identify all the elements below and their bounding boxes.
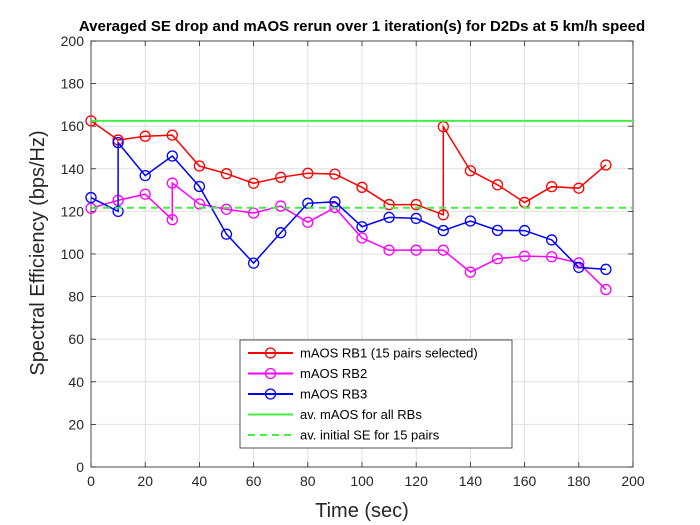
y-tick-label: 80 — [68, 289, 84, 305]
data-point — [410, 244, 422, 256]
series-1 — [85, 115, 612, 221]
legend: mAOS RB1 (15 pairs selected) mAOS RB2 mAOS… — [239, 339, 513, 449]
legend-label: av. mAOS for all RBs — [300, 407, 422, 422]
data-point — [275, 200, 287, 212]
data-point — [139, 169, 151, 182]
data-point — [139, 130, 151, 142]
y-tick-label: 120 — [61, 203, 85, 219]
x-tick-label: 80 — [300, 473, 316, 489]
data-point — [518, 250, 531, 262]
data-point — [383, 211, 395, 224]
legend-label: mAOS RB3 — [300, 387, 367, 402]
data-point — [600, 159, 612, 171]
axes: 0 20 40 60 80 100 120 140 160 180 200 0 20 40 60 80 100 1… — [61, 33, 645, 489]
data-point — [302, 167, 314, 179]
x-tick-label: 60 — [246, 473, 262, 489]
data-point — [302, 216, 314, 228]
y-tick-label: 20 — [68, 416, 84, 432]
data-point — [247, 257, 260, 269]
data-point — [112, 205, 124, 218]
data-point — [600, 263, 612, 275]
x-tick-label: 120 — [405, 473, 429, 489]
data-point — [600, 283, 612, 296]
x-tick-label: 0 — [87, 473, 95, 489]
data-point — [329, 168, 341, 180]
data-point — [383, 244, 395, 256]
series-layer — [85, 115, 633, 296]
data-point — [356, 221, 368, 233]
data-point — [166, 214, 178, 226]
data-point — [437, 224, 449, 237]
y-axis-title: Spectral Efficiency (bps/Hz) — [27, 130, 49, 375]
y-tick-label: 40 — [68, 374, 84, 390]
x-tick-label: 180 — [567, 473, 591, 489]
data-point — [139, 188, 151, 200]
data-point — [437, 209, 449, 221]
data-point — [464, 215, 477, 227]
data-point — [491, 224, 504, 237]
x-axis-title: Time (sec) — [315, 500, 409, 522]
x-tick-label: 100 — [350, 473, 374, 489]
data-point — [546, 234, 558, 246]
data-point — [247, 177, 260, 189]
data-point — [491, 253, 504, 265]
y-tick-label: 0 — [76, 459, 84, 475]
data-point — [356, 232, 368, 244]
y-tick-label: 180 — [61, 76, 85, 92]
x-tick-label: 200 — [621, 473, 645, 489]
series-line — [90, 140, 606, 271]
data-point — [383, 198, 395, 211]
legend-label: av. initial SE for 15 pairs — [300, 428, 440, 443]
data-point — [193, 160, 206, 172]
data-point — [220, 203, 233, 215]
chart-title: Averaged SE drop and mAOS rerun over 1 i… — [79, 18, 645, 35]
x-tick-label: 140 — [459, 473, 483, 489]
legend-marker — [264, 367, 277, 380]
data-point — [464, 266, 477, 278]
data-point — [410, 198, 422, 211]
data-point — [546, 251, 558, 263]
data-point — [166, 129, 178, 141]
legend-label: mAOS RB2 — [300, 366, 367, 381]
y-tick-label: 100 — [61, 246, 85, 262]
data-point — [573, 261, 585, 274]
data-point — [410, 212, 422, 225]
data-point — [518, 224, 531, 237]
data-point — [464, 165, 477, 177]
legend-label: mAOS RB1 (15 pairs selected) — [300, 346, 478, 361]
data-point — [193, 198, 206, 210]
data-point — [166, 177, 178, 189]
legend-marker — [264, 347, 277, 359]
data-point — [166, 150, 178, 162]
data-point — [275, 171, 287, 183]
legend-marker — [264, 388, 277, 400]
x-tick-label: 40 — [192, 473, 208, 489]
x-tick-label: 160 — [513, 473, 537, 489]
data-point — [546, 181, 558, 193]
data-point — [491, 179, 504, 191]
data-point — [85, 191, 97, 204]
x-tick-label: 20 — [137, 473, 153, 489]
data-point — [573, 182, 585, 194]
data-point — [193, 180, 206, 193]
y-tick-label: 200 — [61, 33, 85, 49]
y-tick-label: 60 — [68, 331, 84, 347]
data-point — [220, 228, 233, 240]
y-tick-label: 140 — [61, 161, 85, 177]
series-line — [90, 120, 607, 216]
y-tick-label: 160 — [61, 118, 85, 134]
data-point — [220, 168, 233, 180]
data-point — [275, 227, 287, 239]
data-point — [112, 136, 124, 149]
data-point — [437, 244, 449, 256]
data-point — [356, 181, 368, 193]
